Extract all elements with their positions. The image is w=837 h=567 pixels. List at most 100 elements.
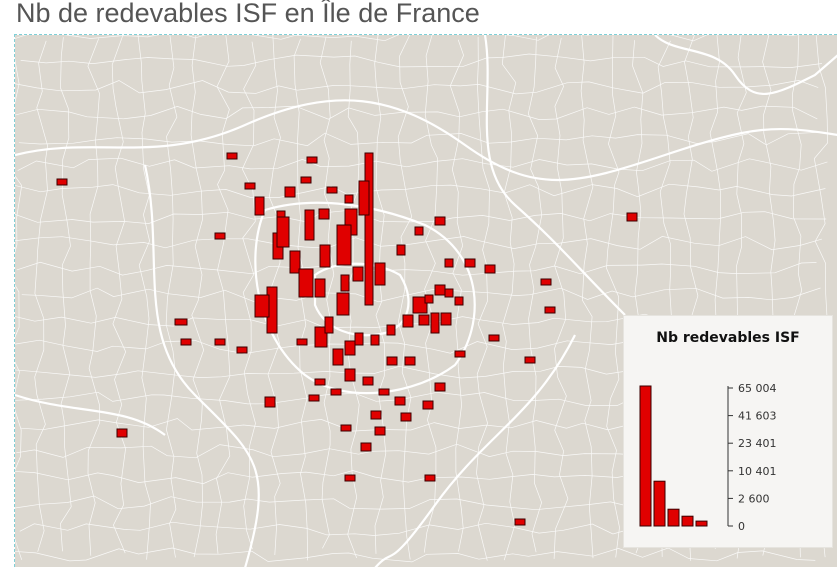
commune-isf-bar[interactable] xyxy=(354,332,364,346)
commune-isf-bar[interactable] xyxy=(418,314,430,326)
commune-isf-bar[interactable] xyxy=(374,426,386,436)
commune-isf-bar[interactable] xyxy=(400,412,412,422)
commune-border xyxy=(606,35,620,558)
commune-isf-bar[interactable] xyxy=(412,296,428,314)
commune-isf-bar[interactable] xyxy=(454,350,466,358)
commune-isf-bar[interactable] xyxy=(454,296,464,306)
commune-isf-bar[interactable] xyxy=(326,186,338,194)
commune-border xyxy=(165,35,178,558)
commune-isf-bar[interactable] xyxy=(236,346,248,354)
commune-border xyxy=(17,157,828,172)
commune-isf-bar[interactable] xyxy=(440,312,452,326)
commune-isf-bar[interactable] xyxy=(254,294,270,318)
commune-isf-bar[interactable] xyxy=(314,278,326,298)
commune-isf-bar[interactable] xyxy=(364,152,374,306)
commune-isf-bar[interactable] xyxy=(396,244,406,256)
commune-isf-bar[interactable] xyxy=(254,196,265,216)
commune-isf-bar[interactable] xyxy=(414,226,424,236)
commune-isf-bar[interactable] xyxy=(464,258,476,268)
commune-isf-bar[interactable] xyxy=(306,156,318,164)
legend-tick-label: 10 401 xyxy=(738,465,777,478)
commune-isf-bar[interactable] xyxy=(314,326,328,348)
legend-histogram-bar xyxy=(681,515,694,527)
commune-isf-bar[interactable] xyxy=(358,180,370,216)
commune-isf-bar[interactable] xyxy=(180,338,192,346)
department-border xyxy=(654,35,837,96)
commune-isf-bar[interactable] xyxy=(332,348,344,366)
commune-isf-bar[interactable] xyxy=(174,318,188,326)
commune-isf-bar[interactable] xyxy=(296,338,308,346)
map-canvas[interactable] xyxy=(15,35,837,567)
commune-isf-bar[interactable] xyxy=(344,340,356,356)
commune-isf-bar[interactable] xyxy=(56,178,68,186)
commune-isf-bar[interactable] xyxy=(264,396,276,408)
commune-isf-bar[interactable] xyxy=(434,382,446,392)
commune-border xyxy=(15,105,818,120)
commune-isf-bar[interactable] xyxy=(444,288,454,298)
commune-border xyxy=(449,39,464,552)
commune-isf-bar[interactable] xyxy=(386,324,396,336)
commune-isf-bar[interactable] xyxy=(488,334,500,342)
commune-isf-bar[interactable] xyxy=(370,334,380,346)
legend-panel: Nb redevables ISF 65 004 41 603 23 401 10 4… xyxy=(623,315,833,548)
commune-isf-bar[interactable] xyxy=(352,266,364,282)
commune-isf-bar[interactable] xyxy=(378,388,390,396)
commune-isf-bar[interactable] xyxy=(430,312,440,334)
commune-isf-bar[interactable] xyxy=(289,250,301,274)
commune-isf-bar[interactable] xyxy=(340,424,352,432)
commune-isf-bar[interactable] xyxy=(308,394,320,402)
commune-isf-bar[interactable] xyxy=(374,262,386,286)
commune-isf-bar[interactable] xyxy=(314,378,326,386)
commune-isf-bar[interactable] xyxy=(444,258,454,268)
commune-isf-bar[interactable] xyxy=(344,474,356,482)
commune-isf-bar[interactable] xyxy=(344,368,356,382)
commune-isf-bar[interactable] xyxy=(424,474,436,482)
legend-title: Nb redevables ISF xyxy=(656,330,800,346)
commune-isf-bar[interactable] xyxy=(370,410,382,420)
commune-isf-bar[interactable] xyxy=(244,182,256,190)
legend-tick-label: 41 603 xyxy=(738,410,777,423)
commune-isf-bar[interactable] xyxy=(524,356,536,364)
commune-isf-bar[interactable] xyxy=(298,268,314,298)
commune-isf-bar[interactable] xyxy=(284,186,296,198)
commune-isf-bar[interactable] xyxy=(300,176,312,184)
commune-isf-bar[interactable] xyxy=(318,208,330,220)
commune-isf-bar[interactable] xyxy=(424,294,434,304)
legend-histogram-bar xyxy=(653,480,666,527)
commune-isf-bar[interactable] xyxy=(340,274,350,292)
commune-isf-bar[interactable] xyxy=(344,194,354,204)
commune-isf-bar[interactable] xyxy=(544,306,556,314)
commune-isf-bar[interactable] xyxy=(484,264,496,274)
commune-isf-bar[interactable] xyxy=(304,209,315,241)
commune-isf-bar[interactable] xyxy=(404,356,416,366)
commune-isf-bar[interactable] xyxy=(540,278,552,286)
commune-isf-bar[interactable] xyxy=(394,396,406,406)
commune-isf-bar[interactable] xyxy=(226,152,238,160)
commune-border xyxy=(501,35,517,561)
commune-isf-bar[interactable] xyxy=(336,292,350,316)
commune-border xyxy=(15,35,799,42)
commune-isf-bar[interactable] xyxy=(360,442,372,452)
commune-isf-bar[interactable] xyxy=(214,232,226,240)
map-frame[interactable]: Nb redevables ISF 65 004 41 603 23 401 10 4… xyxy=(14,34,837,567)
commune-border xyxy=(137,35,151,560)
commune-border xyxy=(374,35,387,554)
commune-isf-bar[interactable] xyxy=(386,356,398,366)
commune-isf-bar[interactable] xyxy=(626,212,638,222)
commune-isf-bar[interactable] xyxy=(324,316,334,334)
commune-border xyxy=(15,58,23,560)
commune-border xyxy=(215,35,231,554)
commune-isf-bar[interactable] xyxy=(362,376,374,386)
commune-isf-bar[interactable] xyxy=(276,216,290,248)
commune-isf-bar[interactable] xyxy=(514,518,526,526)
commune-isf-bar[interactable] xyxy=(214,338,226,346)
commune-isf-bar[interactable] xyxy=(422,400,434,410)
commune-isf-bar[interactable] xyxy=(330,388,342,396)
commune-isf-bar[interactable] xyxy=(336,224,352,266)
commune-isf-bar[interactable] xyxy=(319,244,331,268)
commune-border xyxy=(20,53,822,68)
commune-isf-bar[interactable] xyxy=(434,216,446,226)
commune-isf-bar[interactable] xyxy=(116,428,128,438)
commune-isf-bar[interactable] xyxy=(434,284,446,296)
commune-isf-bar[interactable] xyxy=(402,314,414,328)
